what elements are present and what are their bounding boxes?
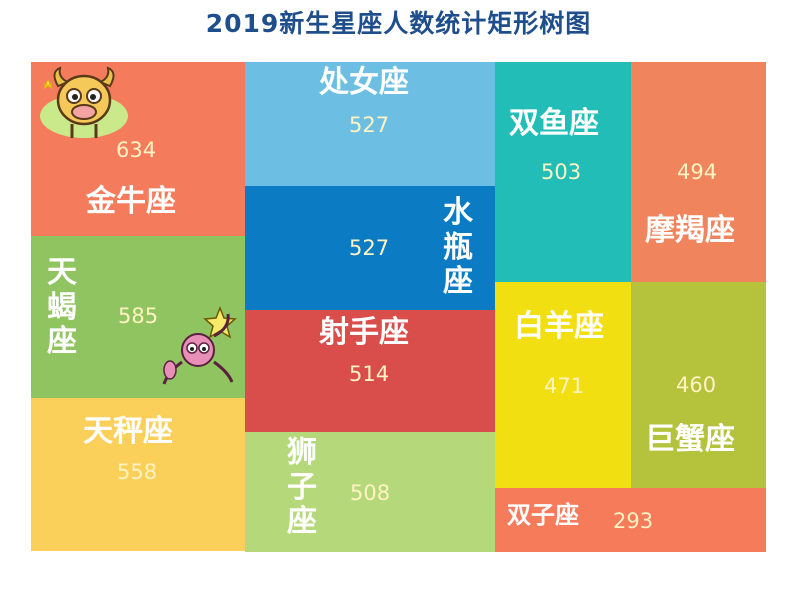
tile-value: 460 xyxy=(676,373,717,397)
treemap-tile: 狮子座 508 xyxy=(245,432,495,552)
treemap-tile: 摩羯座 494 xyxy=(631,62,766,282)
tile-value: 503 xyxy=(541,160,582,184)
tile-value: 471 xyxy=(544,374,585,398)
tile-label: 双鱼座 xyxy=(509,106,599,141)
tile-label: 天秤座 xyxy=(83,414,173,449)
treemap-tile: 射手座 514 xyxy=(245,310,495,432)
tile-value: 514 xyxy=(349,362,390,386)
taurus-mascot-icon xyxy=(40,66,128,138)
tile-value: 293 xyxy=(613,509,654,533)
treemap-tile: 处女座 527 xyxy=(245,62,495,186)
tile-value: 494 xyxy=(677,160,718,184)
tile-value: 634 xyxy=(116,138,157,162)
tile-label: 射手座 xyxy=(319,315,409,350)
treemap-tile: 水瓶座 527 xyxy=(245,186,495,310)
tile-label: 金牛座 xyxy=(86,184,176,219)
treemap-tile: 双子座 293 xyxy=(495,488,766,552)
tile-label: 白羊座 xyxy=(514,309,604,344)
tile-value: 527 xyxy=(349,236,390,260)
tile-label: 处女座 xyxy=(319,65,409,100)
tile-value: 585 xyxy=(118,304,159,328)
tile-value: 508 xyxy=(350,481,391,505)
tile-label: 摩羯座 xyxy=(645,213,735,248)
treemap-tile: 巨蟹座 460 xyxy=(631,282,766,488)
scorpio-mascot-icon xyxy=(162,306,237,385)
tile-value: 558 xyxy=(117,460,158,484)
tile-label: 巨蟹座 xyxy=(645,422,735,457)
treemap-tile: 白羊座 471 xyxy=(495,282,631,488)
tile-label: 水瓶座 xyxy=(443,195,473,299)
treemap-tile: 天秤座 558 xyxy=(31,398,245,551)
treemap-tile: 双鱼座 503 xyxy=(495,62,631,282)
chart-title: 2019新生星座人数统计矩形树图 xyxy=(205,9,592,38)
tile-value: 527 xyxy=(349,113,390,137)
tile-label: 双子座 xyxy=(507,501,579,529)
treemap-tile: 天蝎座 585 xyxy=(31,236,245,398)
tile-label: 天蝎座 xyxy=(47,255,77,359)
tile-label: 狮子座 xyxy=(287,435,317,539)
